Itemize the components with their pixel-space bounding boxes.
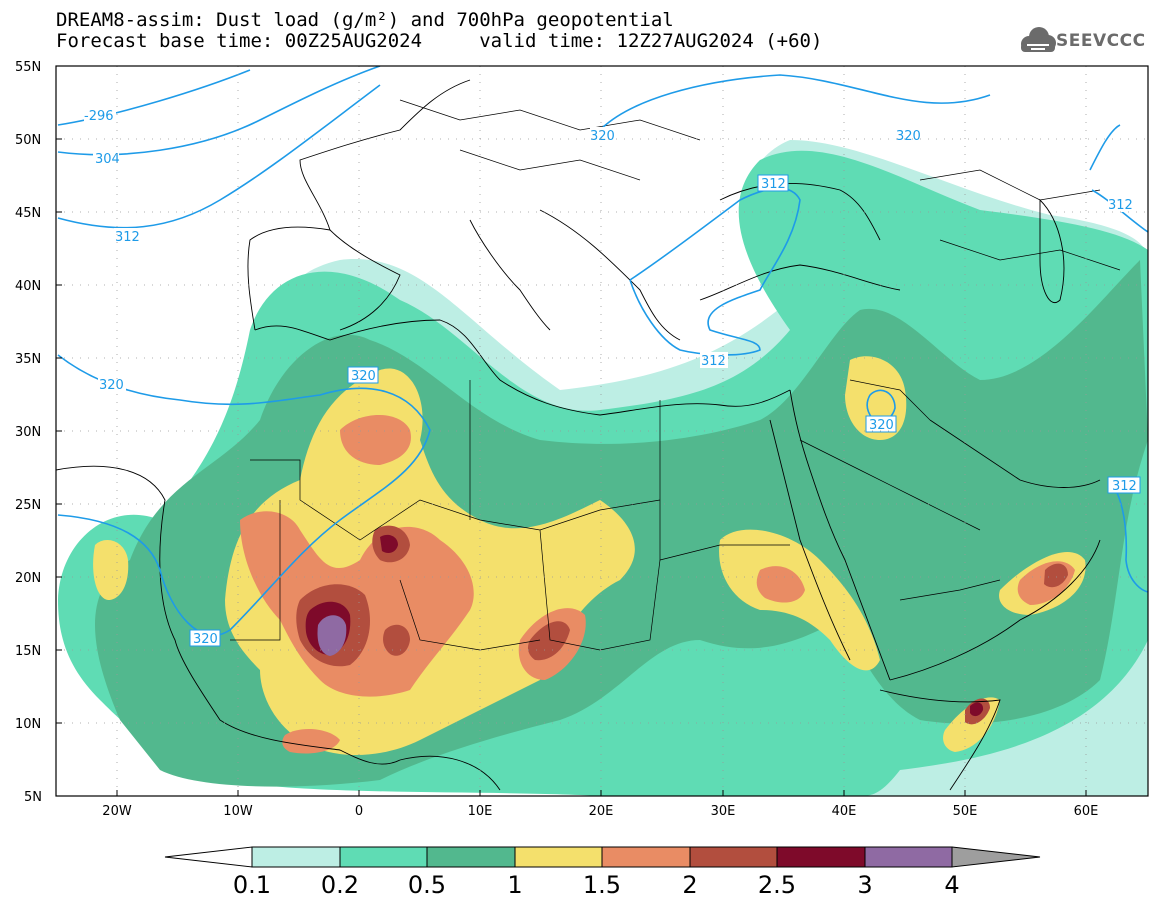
contour-label: 320 [869, 418, 894, 433]
contour-320-west [57, 354, 431, 637]
contour-296 [57, 69, 251, 126]
colorbar-label: 4 [944, 871, 959, 899]
lat-label: 45N [15, 206, 41, 221]
lon-label: 10E [468, 804, 493, 819]
colorbar-segment [951, 846, 1041, 868]
contour-labels: -296 304 312 320 320 312 312 312 320 320… [84, 107, 1141, 647]
longitude-labels: 20W 10W 0 10E 20E 30E 40E 50E 60E [102, 804, 1098, 819]
lon-label: 50E [953, 804, 978, 819]
colorbar-labels: 0.1 0.2 0.5 1 1.5 2 2.5 3 4 [233, 871, 960, 899]
colorbar-label: 2 [682, 871, 697, 899]
lon-label: 10W [223, 804, 253, 819]
colorbar-label: 1.5 [583, 871, 621, 899]
lat-label: 30N [15, 425, 41, 440]
contour-label: 320 [351, 369, 376, 384]
colorbar-segment [689, 846, 778, 868]
lat-label: 15N [15, 644, 41, 659]
lon-label: 20E [589, 804, 614, 819]
lon-label: 30E [711, 804, 736, 819]
colorbar-segment [164, 846, 253, 868]
contour-label: 320 [193, 632, 218, 647]
lat-label: 10N [15, 717, 41, 732]
colorbar-label: 0.2 [321, 871, 359, 899]
latitude-labels: 55N 50N 45N 40N 35N 30N 25N 20N 15N 10N … [15, 60, 42, 805]
contour-312-black-sea [629, 187, 801, 356]
geopotential-contours [57, 66, 1148, 637]
colorbar-segment [339, 846, 428, 868]
contour-label: 320 [590, 129, 615, 144]
lat-label: 20N [15, 571, 41, 586]
contour-label: -296 [84, 109, 114, 124]
contour-label: 312 [115, 230, 140, 245]
lat-label: 40N [15, 279, 41, 294]
lat-label: 25N [15, 498, 41, 513]
colorbar-segment [426, 846, 516, 868]
lat-label: 5N [24, 790, 42, 805]
contour-label: 320 [896, 129, 921, 144]
lon-label: 40E [832, 804, 857, 819]
cloud-icon [1021, 27, 1056, 52]
colorbar-label: 2.5 [758, 871, 796, 899]
colorbar-label: 3 [857, 871, 872, 899]
contour-label: 312 [1108, 198, 1133, 213]
contour-label: 312 [761, 177, 786, 192]
contour-320-north [599, 74, 991, 131]
contour-label: 312 [701, 354, 726, 369]
colorbar-segment [864, 846, 953, 868]
lat-label: 50N [15, 133, 41, 148]
colorbar-label: 0.5 [408, 871, 446, 899]
dust-field [58, 140, 1148, 796]
colorbar-label: 1 [507, 871, 522, 899]
forecast-times: Forecast base time: 00Z25AUG2024 valid t… [56, 30, 823, 52]
colorbar [164, 846, 1041, 868]
colorbar-segment [514, 846, 603, 868]
dust-level-3 [317, 615, 347, 656]
grid-lines [56, 66, 1148, 796]
logo-text: SEEVCCC [1056, 31, 1146, 51]
lon-label: 20W [102, 804, 132, 819]
chart-title: DREAM8-assim: Dust load (g/m²) and 700hP… [56, 9, 674, 31]
lon-label: 0 [355, 804, 363, 819]
lon-label: 60E [1074, 804, 1099, 819]
coastlines [56, 79, 1121, 791]
axis-ticks [56, 65, 1087, 797]
colorbar-label: 0.1 [233, 871, 271, 899]
contour-312-west [57, 84, 381, 229]
contour-label: 304 [95, 152, 120, 167]
contour-312-east [1089, 124, 1121, 171]
lat-label: 35N [15, 352, 41, 367]
lat-label: 55N [15, 60, 41, 75]
contour-label: 320 [99, 378, 124, 393]
colorbar-segment [601, 846, 691, 868]
colorbar-segment [776, 846, 866, 868]
contour-label: 312 [1112, 479, 1137, 494]
colorbar-segment [251, 846, 341, 868]
